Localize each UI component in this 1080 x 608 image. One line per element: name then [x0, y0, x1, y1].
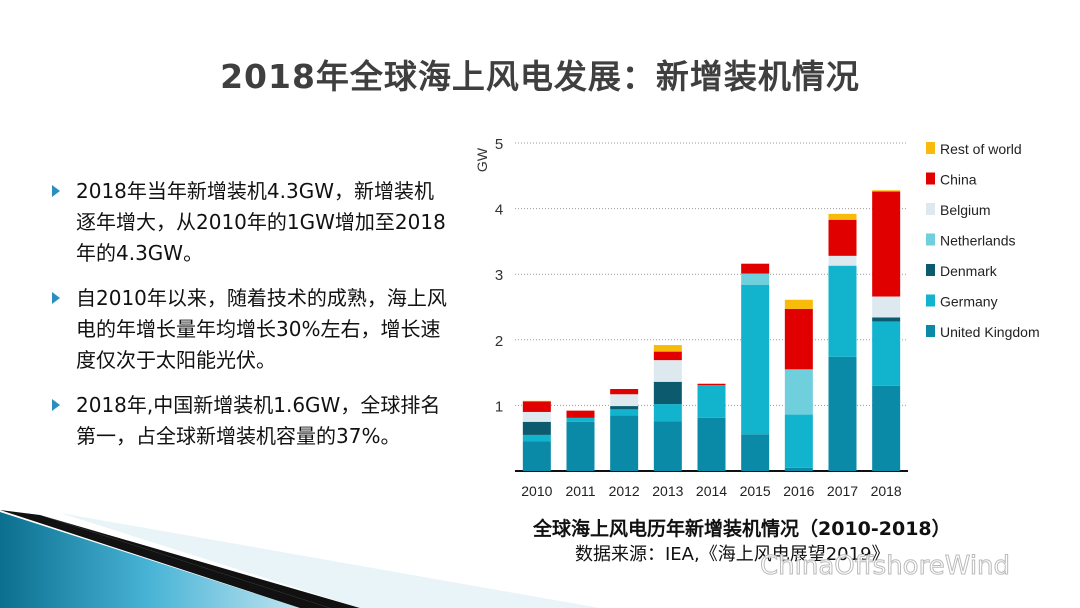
legend-swatch — [926, 264, 935, 276]
bar-segment-china — [828, 219, 857, 256]
legend-label: Netherlands — [940, 233, 1016, 249]
chart-caption: 全球海上风电历年新增装机情况（2010-2018） — [533, 518, 951, 540]
y-tick-label: 2 — [495, 333, 503, 350]
bullet-item: 2018年,中国新增装机1.6GW，全球排名第一，占全球新增装机容量的37%。 — [52, 390, 452, 452]
bar-segment-china — [872, 191, 901, 297]
legend-swatch — [926, 142, 935, 154]
legend-swatch — [926, 172, 935, 185]
legend-label: Rest of world — [940, 141, 1022, 157]
bullet-arrow-icon — [52, 185, 60, 197]
bar-segment-denmark — [872, 317, 901, 322]
bar-segment-united-kingdom — [522, 441, 551, 471]
legend-swatch — [926, 203, 935, 215]
y-tick-label: 3 — [495, 267, 503, 284]
x-tick-label: 2017 — [827, 483, 858, 499]
bar-segment-united-kingdom — [872, 385, 901, 471]
bar-segment-germany — [522, 434, 551, 442]
bullet-text: 自2010年以来，随着技术的成熟，海上风电的年增长量年均增长30%左右，增长速度… — [76, 286, 447, 372]
bullet-text: 2018年,中国新增装机1.6GW，全球排名第一，占全球新增装机容量的37%。 — [76, 393, 441, 448]
x-tick-label: 2014 — [696, 483, 727, 499]
bar-segment-denmark — [610, 406, 639, 410]
x-tick-label: 2011 — [565, 483, 595, 499]
bar-segment-china — [522, 401, 551, 412]
bar-segment-germany — [610, 409, 639, 416]
bullet-list: 2018年当年新增装机4.3GW，新增装机逐年增大，从2010年的1GW增加至2… — [52, 176, 452, 466]
bar-segment-germany — [653, 404, 682, 422]
bar-segment-rest-of-world — [784, 299, 813, 309]
x-tick-label: 2010 — [521, 483, 552, 499]
x-tick-label: 2016 — [783, 483, 814, 499]
bar-segment-germany — [697, 385, 726, 418]
bar-segment-germany — [784, 414, 813, 468]
bar-segment-germany — [828, 265, 857, 357]
y-tick-label: 1 — [495, 398, 503, 415]
chart-source: 数据来源：IEA,《海上风电展望2019》 — [575, 544, 890, 565]
bullet-item: 自2010年以来，随着技术的成熟，海上风电的年增长量年均增长30%左右，增长速度… — [52, 283, 452, 376]
bar-segment-netherlands — [741, 273, 770, 285]
bullet-text: 2018年当年新增装机4.3GW，新增装机逐年增大，从2010年的1GW增加至2… — [76, 179, 446, 265]
bar-segment-china — [653, 351, 682, 361]
bar-segment-china — [741, 263, 770, 274]
bar-segment-belgium — [610, 394, 639, 407]
bar-segment-denmark — [653, 381, 682, 405]
x-tick-label: 2018 — [871, 483, 902, 499]
legend-label: United Kingdom — [940, 324, 1040, 340]
bar-segment-belgium — [653, 360, 682, 382]
bar-segment-united-kingdom — [653, 421, 682, 471]
slide-title: 2018年全球海上风电发展：新增装机情况 — [220, 57, 860, 96]
y-tick-label: 4 — [495, 202, 503, 219]
legend-swatch — [926, 233, 935, 246]
legend-label: Germany — [940, 294, 998, 310]
bar-segment-rest-of-world — [522, 400, 551, 402]
stacked-bar-chart: 1 2 3 4 5 GW 2010 2011 2012 2013 2014 2015 2016 2017 2… — [474, 136, 1040, 499]
bar-segment-united-kingdom — [741, 434, 770, 471]
x-tick-label: 2015 — [740, 483, 771, 499]
x-tick-label: 2012 — [609, 483, 640, 499]
bar-segment-united-kingdom — [828, 356, 857, 471]
y-axis-label: GW — [474, 147, 490, 172]
bar-segment-belgium — [872, 296, 901, 318]
bar-segment-rest-of-world — [872, 190, 901, 192]
watermark: ChinaOffshoreWind — [759, 551, 1011, 582]
bar-segment-china — [784, 308, 813, 370]
bar-segment-china — [610, 389, 639, 395]
bar-segment-germany — [872, 321, 901, 386]
bar-segment-germany — [566, 417, 595, 422]
bar-segment-germany — [741, 284, 770, 435]
legend-label: Denmark — [940, 263, 998, 279]
bar-segment-united-kingdom — [784, 467, 813, 471]
legend-label: Belgium — [940, 202, 991, 218]
bar-segment-denmark — [522, 421, 551, 435]
x-tick-label: 2013 — [652, 483, 683, 499]
bar-segment-rest-of-world — [828, 213, 857, 220]
bar-segment-belgium — [522, 411, 551, 422]
y-tick-label: 5 — [495, 136, 503, 153]
legend-swatch — [926, 294, 935, 307]
bullet-arrow-icon — [52, 399, 60, 411]
bar-segment-united-kingdom — [610, 415, 639, 471]
bar-segment-belgium — [828, 255, 857, 266]
bullet-arrow-icon — [52, 292, 60, 304]
legend-label: China — [940, 172, 977, 188]
bar-segment-china — [697, 383, 726, 386]
bullet-item: 2018年当年新增装机4.3GW，新增装机逐年增大，从2010年的1GW增加至2… — [52, 176, 452, 269]
bar-segment-united-kingdom — [566, 421, 595, 471]
bar-segment-china — [566, 410, 595, 418]
bar-segment-netherlands — [784, 369, 813, 415]
legend-swatch — [926, 325, 935, 337]
bar-segment-rest-of-world — [653, 345, 682, 352]
bar-segment-united-kingdom — [697, 417, 726, 471]
